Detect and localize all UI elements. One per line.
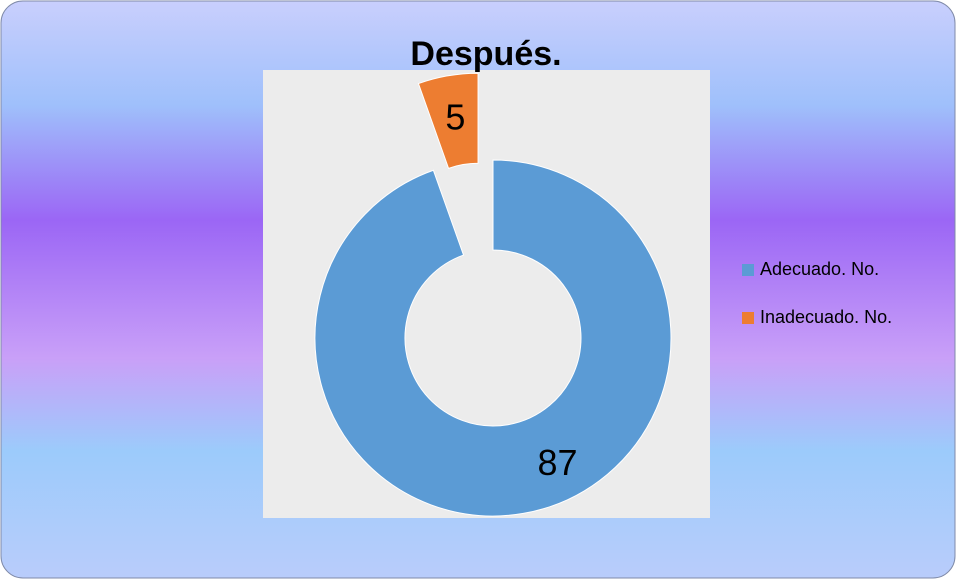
data-label: 5 — [445, 97, 465, 138]
slice — [314, 159, 672, 517]
legend: Adecuado. No. Inadecuado. No. — [742, 259, 892, 327]
chart-title: Después. — [410, 35, 561, 73]
data-label: 87 — [537, 442, 577, 483]
donut: 87 5 — [314, 72, 672, 517]
legend-swatch — [742, 312, 754, 324]
legend-swatch — [742, 264, 754, 276]
slice — [417, 72, 479, 169]
legend-label: Adecuado. No. — [760, 259, 879, 279]
legend-label: Inadecuado. No. — [760, 307, 892, 327]
